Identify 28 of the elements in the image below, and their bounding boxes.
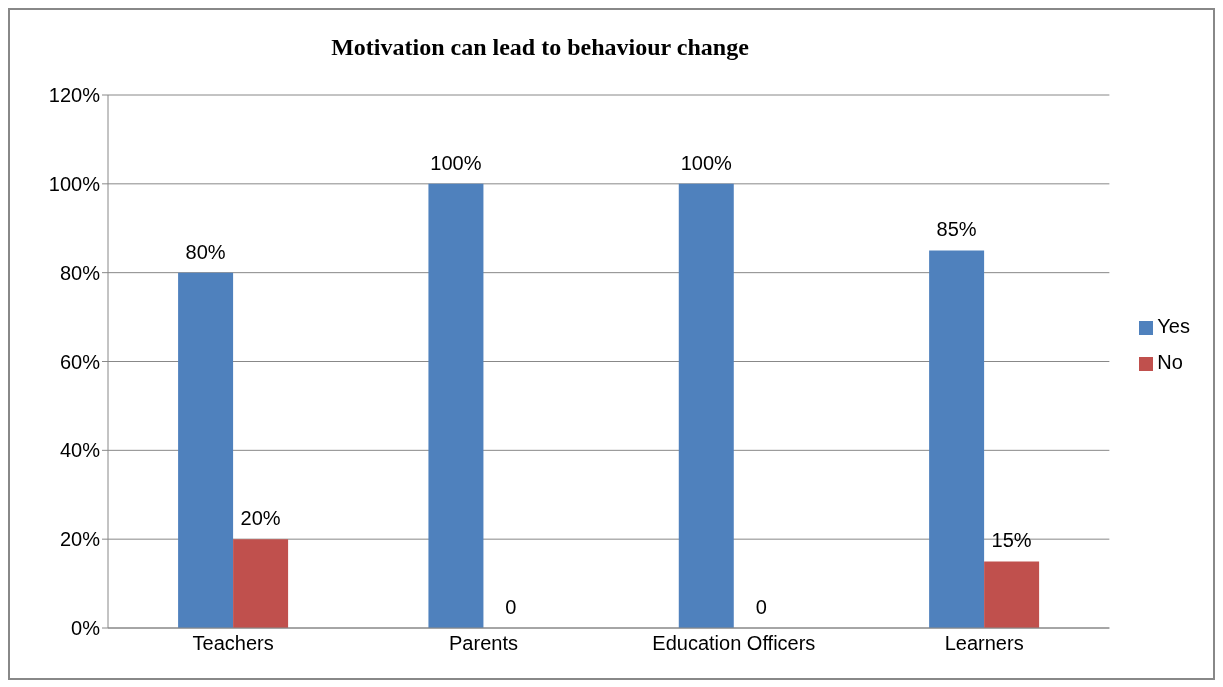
bar: [929, 250, 985, 628]
data-label: 80%: [185, 240, 226, 263]
y-tick-label: 100%: [48, 172, 101, 195]
y-tick-label: 80%: [59, 261, 101, 284]
bar: [428, 183, 484, 628]
x-tick-label: Learners: [944, 632, 1024, 655]
y-tick-label: 20%: [59, 528, 101, 551]
data-label: 15%: [991, 529, 1032, 552]
y-tick-label: 120%: [48, 84, 101, 107]
data-label: 0: [755, 595, 767, 618]
data-label: 0: [505, 595, 517, 618]
legend-label: Yes: [1157, 315, 1190, 337]
data-label: 100%: [430, 151, 482, 174]
bar: [233, 539, 289, 628]
x-tick-label: Education Officers: [652, 632, 816, 655]
legend-label: No: [1157, 351, 1183, 373]
bar: [984, 561, 1040, 628]
chart-title: Motivation can lead to behaviour change: [330, 34, 750, 61]
y-tick-label: 0%: [71, 617, 101, 640]
data-label: 100%: [680, 151, 733, 174]
bar: [178, 272, 234, 628]
x-tick-label: Teachers: [192, 632, 274, 655]
data-label: 20%: [240, 507, 281, 530]
y-tick-label: 40%: [59, 439, 101, 462]
x-tick-label: Parents: [449, 632, 518, 655]
y-tick-label: 60%: [59, 350, 101, 373]
bar: [678, 183, 734, 628]
data-label: 85%: [936, 218, 977, 241]
